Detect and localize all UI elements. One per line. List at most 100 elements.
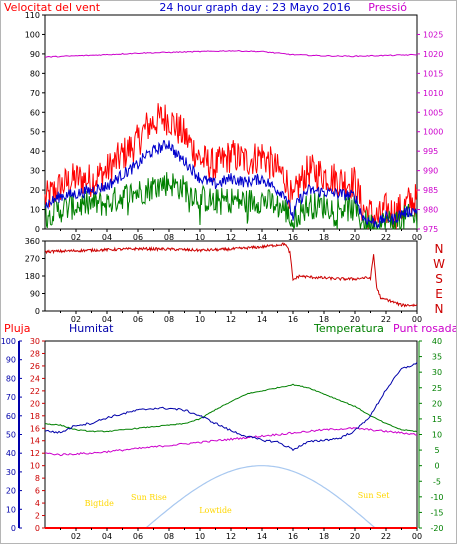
humidity-ytick-label: 10 [6,505,16,514]
direction-xtick-label: 08 [164,315,174,324]
wind-ytick-label: 30 [30,167,40,176]
humidity-line [44,362,418,452]
direction-xtick-label: 10 [195,315,205,324]
humidity-ytick-label: 20 [6,487,16,496]
pressure-ytick-label: 975 [423,225,438,234]
climate-xtick-label: 14 [257,532,267,541]
compass-label: W [433,257,445,271]
wind-ytick-label: 60 [30,108,40,117]
pressure-ytick-label: 1025 [423,30,443,39]
climate-xtick-label: 00 [412,532,422,541]
event-annotation: Sun Set [358,491,391,500]
direction-xtick-label: 18 [319,315,329,324]
pressure-ytick-label: 1000 [423,128,443,137]
compass-label: E [435,287,443,301]
wind-ytick-label: 50 [30,128,40,137]
wind-xtick-label: 02 [71,233,81,242]
direction-ytick-label: 270 [25,255,40,264]
direction-xtick-label: 20 [350,315,360,324]
direction-xtick-label: 22 [381,315,391,324]
direction-ytick-label: 180 [25,272,40,281]
wind-ytick-label: 10 [30,206,40,215]
humidity-ytick-label: 30 [6,468,16,477]
humidity-ytick-label: 100 [1,337,16,346]
label-rain: Pluja [4,322,30,335]
title-pressure: Pressió [368,1,407,14]
rain-ytick-label: 2 [35,512,40,521]
temperature-ytick-label: 35 [432,353,442,362]
wind-ytick-label: 90 [30,50,40,59]
rain-ytick-label: 4 [35,499,40,508]
rain-ytick-label: 30 [30,337,40,346]
humidity-ytick-label: 60 [6,412,16,421]
wind-ytick-label: 40 [30,147,40,156]
pressure-ytick-label: 1015 [423,69,443,78]
direction-xtick-label: 04 [102,315,112,324]
humidity-ytick-label: 0 [11,524,16,533]
climate-xtick-label: 02 [71,532,81,541]
pressure-ytick-label: 985 [423,186,438,195]
event-annotation: Lowtide [199,506,232,515]
wind-ytick-label: 80 [30,69,40,78]
temperature-ytick-label: 40 [432,337,442,346]
rain-ytick-label: 12 [30,449,40,458]
climate-xtick-label: 16 [288,532,298,541]
humidity-ytick-label: 90 [6,356,16,365]
rain-ytick-label: 22 [30,387,40,396]
direction-ytick-label: 0 [35,307,40,316]
climate-xtick-label: 08 [164,532,174,541]
climate-xtick-label: 20 [350,532,360,541]
wind-direction-line [44,242,418,308]
climate-xtick-label: 04 [102,532,112,541]
rain-ytick-label: 6 [35,487,40,496]
direction-xtick-label: 12 [226,315,236,324]
temperature-ytick-label: -15 [430,508,443,517]
direction-panel-frame [44,240,418,312]
wind-xtick-label: 18 [319,233,329,242]
humidity-ytick-label: 80 [6,374,16,383]
temperature-ytick-label: 20 [432,399,442,408]
temperature-ytick-label: 5 [434,446,439,455]
compass-label: N [435,302,444,316]
temperature-ytick-label: 15 [432,415,442,424]
wind-xtick-label: 12 [226,233,236,242]
wind-xtick-label: 04 [102,233,112,242]
wind-xtick-label: 22 [381,233,391,242]
humidity-ytick-label: 70 [6,393,16,402]
pressure-ytick-label: 995 [423,147,438,156]
pressure-ytick-label: 980 [423,206,438,215]
direction-ytick-label: 90 [30,290,40,299]
temperature-line [44,383,418,433]
event-annotation: Bigtide [85,499,114,508]
pressure-line [44,49,418,58]
rain-ytick-label: 18 [30,412,40,421]
rain-ytick-label: 20 [30,399,40,408]
title-wind-speed: Velocitat del vent [4,1,101,14]
wind-ytick-label: 110 [25,11,40,20]
direction-xtick-label: 14 [257,315,267,324]
label-temperature: Temperatura [313,322,384,335]
pressure-ytick-label: 1005 [423,108,443,117]
temperature-ytick-label: 10 [432,431,442,440]
compass-label: N [435,242,444,256]
wind-ytick-label: 0 [35,225,40,234]
climate-xtick-label: 06 [133,532,143,541]
wind-ytick-label: 70 [30,89,40,98]
wind-gust-line [44,103,418,230]
rain-ytick-label: 16 [30,424,40,433]
temperature-ytick-label: -20 [430,524,443,533]
pressure-ytick-label: 1010 [423,89,443,98]
solar-radiation-curve [145,465,376,529]
wind-xtick-label: 08 [164,233,174,242]
direction-xtick-label: 16 [288,315,298,324]
climate-xtick-label: 22 [381,532,391,541]
climate-xtick-label: 18 [319,532,329,541]
dew-point-line [44,427,417,457]
temperature-ytick-label: 25 [432,384,442,393]
wind-xtick-label: 16 [288,233,298,242]
wind-xtick-label: 06 [133,233,143,242]
climate-xtick-label: 10 [195,532,205,541]
climate-panel-frame [44,340,418,529]
label-humidity: Humitat [69,322,114,335]
